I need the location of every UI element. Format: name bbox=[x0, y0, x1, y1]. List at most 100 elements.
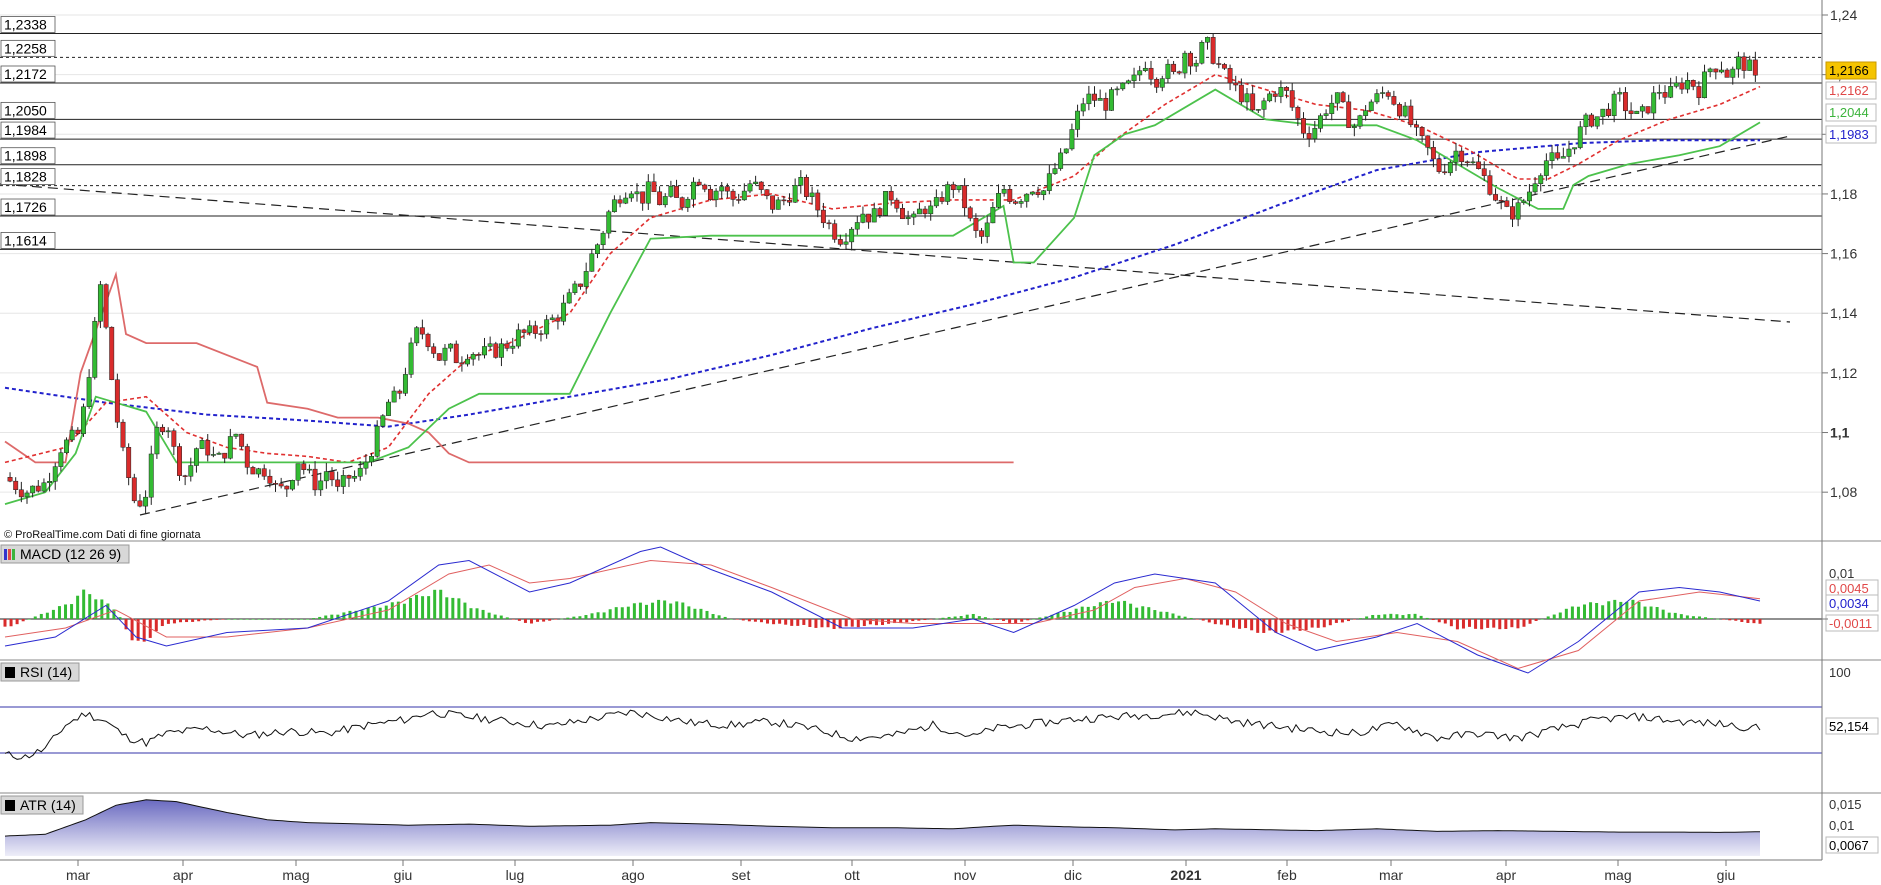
candle-body bbox=[600, 232, 606, 246]
candle-body bbox=[290, 480, 295, 490]
candle-body bbox=[1080, 103, 1086, 112]
candle-body bbox=[1035, 191, 1041, 196]
macd-histogram-bar bbox=[1262, 619, 1266, 633]
candle-body bbox=[1267, 93, 1273, 102]
candle-body bbox=[24, 492, 30, 498]
macd-histogram-bar bbox=[300, 619, 304, 620]
candle-body bbox=[261, 468, 267, 477]
candle-body bbox=[1510, 206, 1515, 220]
candle-body bbox=[453, 343, 459, 364]
price-level-label: 1,1984 bbox=[4, 122, 47, 138]
candle-body bbox=[1459, 150, 1465, 163]
macd-histogram-bar bbox=[1298, 619, 1302, 631]
candle-body bbox=[177, 446, 182, 476]
macd-histogram-bar bbox=[1522, 619, 1526, 627]
indicator-axis-label: 100 bbox=[1829, 665, 1851, 680]
macd-histogram-bar bbox=[94, 599, 98, 619]
macd-histogram-bar bbox=[820, 619, 824, 628]
macd-histogram-bar bbox=[1564, 608, 1568, 619]
macd-histogram-bar bbox=[354, 610, 358, 619]
macd-histogram-bar bbox=[1165, 611, 1169, 619]
candle-body bbox=[295, 463, 301, 481]
candle-body bbox=[1007, 188, 1013, 202]
macd-histogram-bar bbox=[1086, 606, 1090, 619]
candle-body bbox=[1594, 116, 1600, 127]
macd-histogram-bar bbox=[1274, 619, 1278, 633]
candle-body bbox=[1673, 82, 1679, 87]
price-level-box bbox=[0, 65, 56, 83]
candle-body bbox=[380, 415, 386, 427]
macd-histogram-bar bbox=[523, 619, 527, 623]
macd-histogram-bar bbox=[971, 613, 975, 619]
macd-histogram-bar bbox=[911, 619, 915, 622]
macd-histogram-bar bbox=[953, 616, 957, 619]
atr-panel: ATR (14) bbox=[0, 795, 1761, 856]
candle-body bbox=[1046, 173, 1052, 191]
candle-body bbox=[465, 358, 471, 365]
candle-body bbox=[109, 326, 115, 380]
macd-histogram-bar bbox=[1722, 619, 1726, 620]
macd-histogram-bar bbox=[1546, 616, 1550, 619]
candle-body bbox=[758, 181, 764, 190]
candle-body bbox=[1498, 200, 1504, 202]
candle-body bbox=[956, 185, 962, 191]
candle-body bbox=[335, 479, 341, 487]
candle-body bbox=[64, 439, 69, 453]
macd-histogram-bar bbox=[1443, 619, 1447, 624]
macd-histogram-bar bbox=[602, 612, 606, 619]
month-label: feb bbox=[1277, 867, 1297, 883]
candle-body bbox=[617, 199, 623, 204]
candle-body bbox=[945, 184, 951, 202]
macd-histogram-bar bbox=[1371, 614, 1375, 619]
candle-body bbox=[1385, 92, 1391, 97]
macd-histogram-bar bbox=[475, 608, 479, 619]
indicator-axis-label: 0,0034 bbox=[1829, 596, 1869, 611]
macd-histogram-bar bbox=[542, 619, 546, 622]
macd-histogram-bar bbox=[1758, 619, 1762, 624]
macd-histogram-bar bbox=[245, 619, 249, 620]
macd-histogram-bar bbox=[644, 604, 648, 619]
candle-body bbox=[487, 343, 493, 347]
macd-histogram-bar bbox=[947, 616, 951, 619]
macd-histogram-bar bbox=[233, 619, 237, 620]
macd-histogram-bar bbox=[1117, 601, 1121, 619]
candle-body bbox=[883, 191, 888, 216]
candle-body bbox=[1261, 100, 1267, 110]
candle-body bbox=[363, 461, 369, 469]
macd-histogram-bar bbox=[596, 612, 600, 619]
indicator-axis-label: -0,0011 bbox=[1829, 616, 1872, 631]
price-level-label: 1,2172 bbox=[4, 66, 47, 82]
macd-histogram-bar bbox=[729, 619, 733, 620]
candle-body bbox=[719, 186, 725, 192]
candle-body bbox=[741, 190, 747, 201]
macd-histogram-bar bbox=[1038, 617, 1042, 619]
candle-body bbox=[374, 425, 380, 457]
atr-color-swatch bbox=[5, 800, 15, 811]
price-level-label: 1,2050 bbox=[4, 102, 47, 118]
candle-body bbox=[1526, 191, 1532, 202]
indicator-axis-label: 52,154 bbox=[1829, 719, 1869, 734]
candle-body bbox=[657, 191, 663, 206]
candle-body bbox=[1730, 68, 1736, 78]
macd-histogram-bar bbox=[142, 619, 146, 642]
atr-line bbox=[4, 799, 1761, 837]
candle-body bbox=[143, 496, 149, 507]
candle-body bbox=[18, 489, 24, 498]
candle-body bbox=[1329, 102, 1335, 114]
macd-histogram-bar bbox=[1322, 619, 1326, 628]
candle-body bbox=[1702, 71, 1707, 99]
candle-body bbox=[188, 465, 194, 477]
macd-histogram-bar bbox=[1153, 610, 1157, 619]
macd-histogram-bar bbox=[1389, 613, 1393, 619]
candle-body bbox=[561, 302, 567, 322]
candle-body bbox=[623, 197, 629, 204]
candle-body bbox=[736, 199, 742, 201]
macd-histogram-bar bbox=[1110, 602, 1114, 619]
candle-body bbox=[171, 430, 177, 447]
macd-histogram-bar bbox=[330, 614, 334, 619]
macd-histogram-bar bbox=[1728, 619, 1732, 621]
macd-histogram-bar bbox=[717, 615, 721, 619]
candle-body bbox=[1634, 110, 1640, 114]
macd-histogram-bar bbox=[1328, 619, 1332, 626]
macd-histogram-bar bbox=[826, 619, 830, 628]
